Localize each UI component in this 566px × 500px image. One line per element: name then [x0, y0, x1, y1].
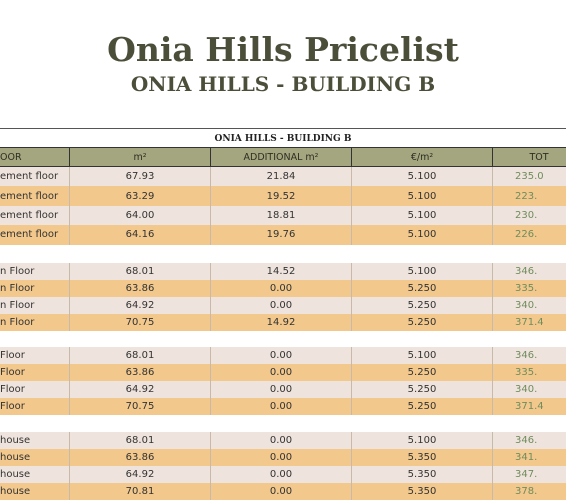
table-cell: 5.250	[352, 380, 493, 399]
page-subtitle: ONIA HILLS - BUILDING B	[130, 72, 436, 96]
table-cell: 341.	[493, 449, 566, 467]
table-cell: 5.100	[352, 167, 493, 187]
table-cell: 67.93	[70, 167, 211, 187]
table-cell: 346.	[493, 347, 566, 365]
table-cell: 68.01	[70, 432, 211, 450]
table-cell: 0.00	[211, 483, 352, 500]
column-header: TOT	[493, 147, 566, 167]
column-header: OOR	[0, 147, 70, 167]
table-cell: 5.100	[352, 224, 493, 245]
table-cell: 5.350	[352, 483, 493, 500]
table-cell: ement floor	[0, 224, 70, 245]
table-cell: 64.92	[70, 466, 211, 484]
table-cell: 230.	[493, 205, 566, 226]
table-cell: 64.16	[70, 224, 211, 245]
table-cell: 5.250	[352, 313, 493, 332]
column-header: ADDITIONAL m²	[211, 147, 352, 167]
table-cell: 0.00	[211, 363, 352, 382]
table-cell: 347.	[493, 466, 566, 484]
table-cell: ement floor	[0, 205, 70, 226]
table-cell: house	[0, 432, 70, 450]
table-cell: house	[0, 483, 70, 500]
table-cell: ement floor	[0, 186, 70, 207]
table-cell: 5.100	[352, 347, 493, 365]
table-cell: 346.	[493, 432, 566, 450]
table-cell: 5.350	[352, 449, 493, 467]
table-caption: ONIA HILLS - BUILDING B	[0, 128, 566, 148]
table-cell: 63.86	[70, 363, 211, 382]
table-cell: 5.100	[352, 205, 493, 226]
table-cell: ement floor	[0, 167, 70, 187]
table-cell: 5.250	[352, 279, 493, 298]
table-cell: 0.00	[211, 449, 352, 467]
table-cell: 63.29	[70, 186, 211, 207]
table-cell: 226.	[493, 224, 566, 245]
table-cell: 68.01	[70, 263, 211, 281]
table-cell: 340.	[493, 296, 566, 315]
table-cell: 70.81	[70, 483, 211, 500]
table-cell: n Floor	[0, 279, 70, 298]
table-cell: 5.100	[352, 432, 493, 450]
table-cell: house	[0, 449, 70, 467]
table-cell: n Floor	[0, 263, 70, 281]
column-header: €/m²	[352, 147, 493, 167]
table-cell: 21.84	[211, 167, 352, 187]
table-cell: 5.100	[352, 263, 493, 281]
table-cell: Floor	[0, 347, 70, 365]
table-cell: Floor	[0, 397, 70, 416]
table-cell: Floor	[0, 380, 70, 399]
table-cell: 68.01	[70, 347, 211, 365]
table-cell: n Floor	[0, 313, 70, 332]
table-cell: 64.00	[70, 205, 211, 226]
table-cell: 63.86	[70, 449, 211, 467]
table-cell: 371.4	[493, 397, 566, 416]
table-cell: 19.76	[211, 224, 352, 245]
table-cell: 18.81	[211, 205, 352, 226]
table-cell: 70.75	[70, 313, 211, 332]
table-cell: 5.350	[352, 466, 493, 484]
table-cell: 0.00	[211, 397, 352, 416]
table-cell: 14.52	[211, 263, 352, 281]
table-cell: 0.00	[211, 466, 352, 484]
table-cell: 0.00	[211, 347, 352, 365]
table-cell: 14.92	[211, 313, 352, 332]
table-cell: 5.250	[352, 363, 493, 382]
table-cell: 64.92	[70, 380, 211, 399]
table-cell: 0.00	[211, 296, 352, 315]
table-cell: house	[0, 466, 70, 484]
table-cell: Floor	[0, 363, 70, 382]
table-cell: 235.0	[493, 167, 566, 187]
table-cell: 5.100	[352, 186, 493, 207]
table-cell: 64.92	[70, 296, 211, 315]
page-title: Onia Hills Pricelist	[107, 30, 459, 69]
column-header: m²	[70, 147, 211, 167]
table-cell: 0.00	[211, 432, 352, 450]
table-cell: 335.	[493, 363, 566, 382]
table-cell: n Floor	[0, 296, 70, 315]
table-cell: 223.	[493, 186, 566, 207]
table-cell: 0.00	[211, 380, 352, 399]
table-cell: 378.	[493, 483, 566, 500]
table-cell: 5.250	[352, 397, 493, 416]
table-cell: 340.	[493, 380, 566, 399]
table-cell: 346.	[493, 263, 566, 281]
table-cell: 70.75	[70, 397, 211, 416]
table-cell: 63.86	[70, 279, 211, 298]
table-cell: 5.250	[352, 296, 493, 315]
table-cell: 335.	[493, 279, 566, 298]
table-cell: 0.00	[211, 279, 352, 298]
table-cell: 19.52	[211, 186, 352, 207]
table-cell: 371.4	[493, 313, 566, 332]
